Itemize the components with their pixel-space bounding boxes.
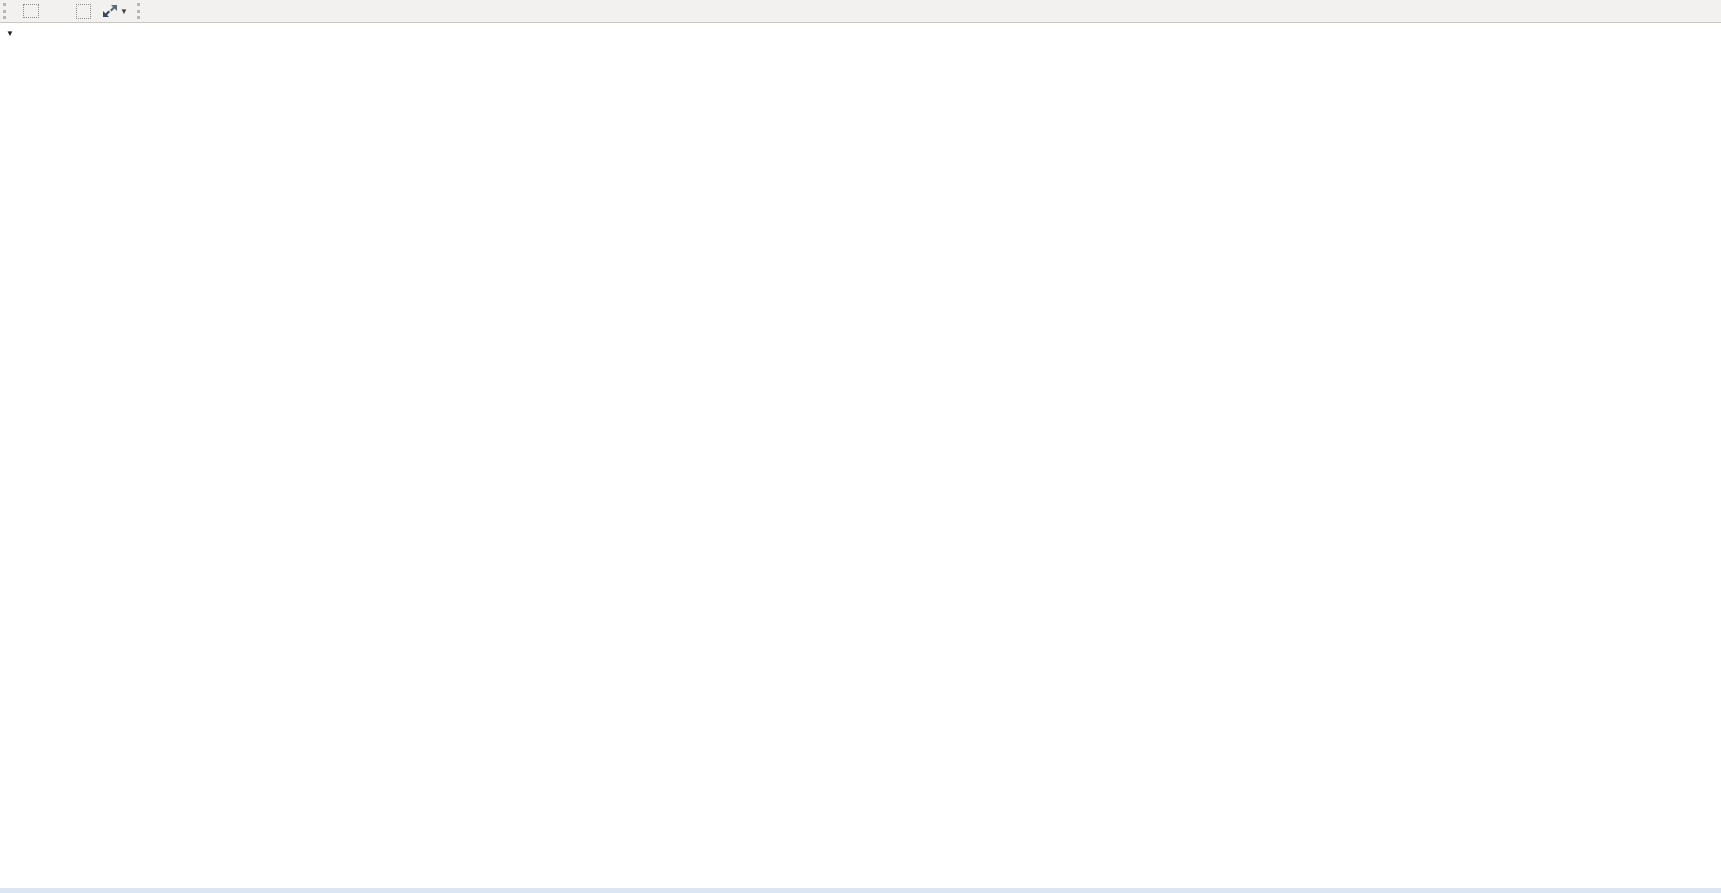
- symbol-ohlc-line[interactable]: ▼: [6, 27, 18, 39]
- toolbar-separator: [137, 3, 148, 19]
- toolbar: ▼: [0, 0, 1721, 23]
- text-label-icon[interactable]: [46, 2, 68, 20]
- symbol-dropdown-icon[interactable]: ▼: [6, 29, 14, 38]
- text-box-icon[interactable]: [72, 2, 94, 20]
- toolbar-drag-handle[interactable]: [3, 3, 14, 19]
- arrows-glyph: [103, 5, 118, 17]
- window-bottom-strip: [0, 888, 1721, 893]
- chart-shift-grid-icon[interactable]: [20, 2, 42, 20]
- dropdown-caret-icon: ▼: [120, 6, 128, 16]
- drawing-arrows-icon[interactable]: ▼: [98, 2, 132, 20]
